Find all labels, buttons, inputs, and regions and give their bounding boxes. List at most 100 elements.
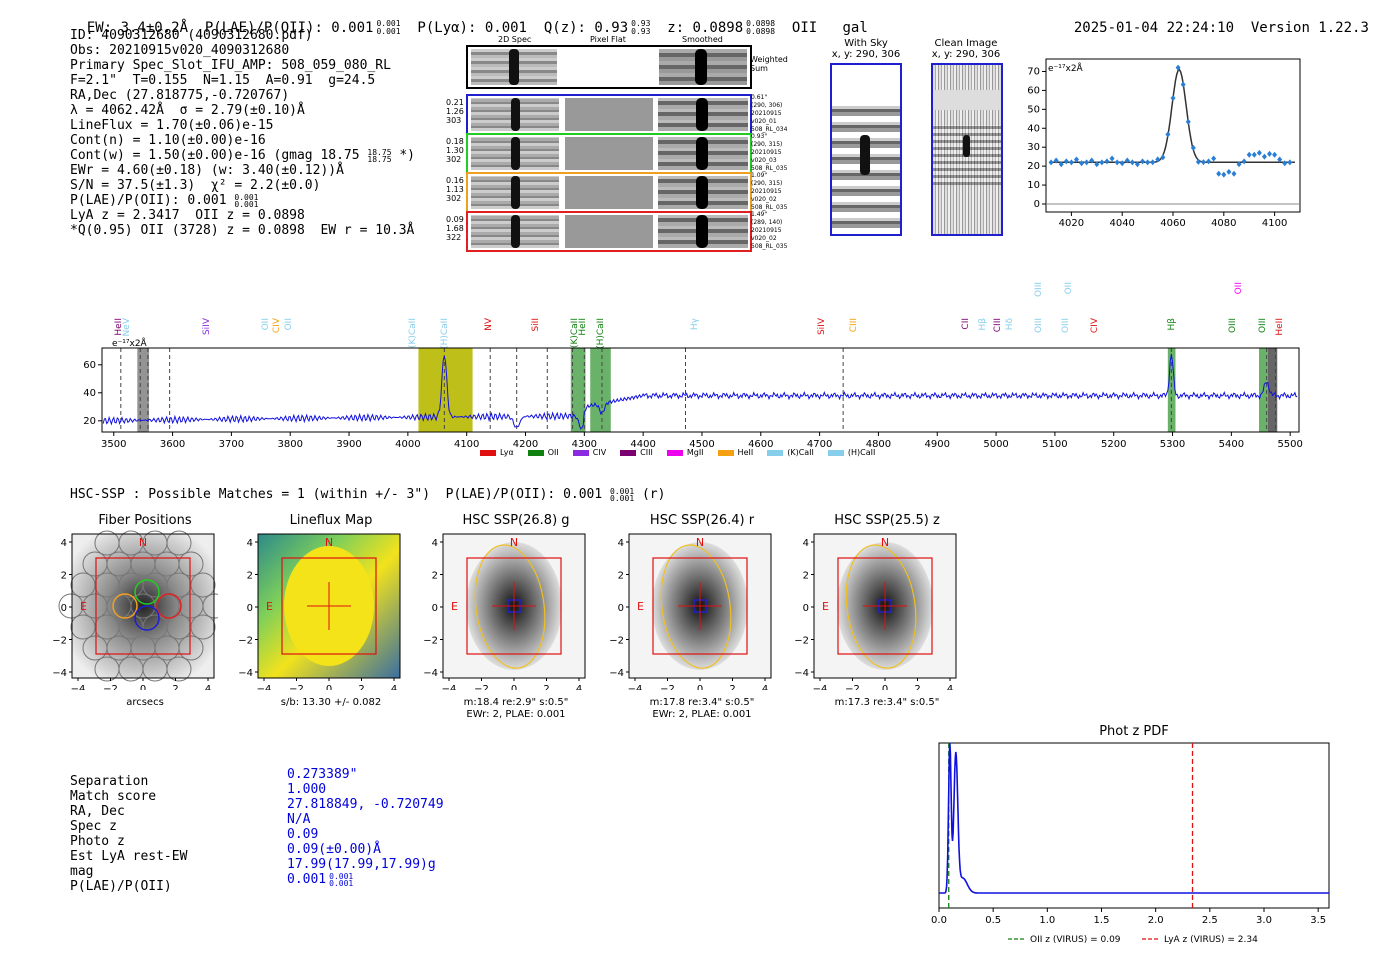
spec2d-row-3-2d-stamp	[471, 215, 559, 248]
zoom-xtick-label: 4100	[1262, 218, 1287, 229]
hsc-title: HSC-SSP : Possible Matches = 1 (within +…	[70, 487, 665, 502]
zoom-data-point	[1221, 171, 1227, 178]
full-xtick-label: 4300	[572, 439, 597, 450]
spec2d-row-0-stat-1: 1.26	[446, 107, 464, 116]
spec2d-row-2-meta-2: 20210915	[751, 188, 782, 195]
info-sn: S/N = 37.5(±1.3) χ² = 2.2(±0.0)	[70, 178, 321, 193]
line-label-27: OII	[1063, 282, 1074, 295]
ytick-label: 2	[432, 571, 438, 582]
legend-item-0: Lyα	[480, 448, 514, 457]
line-label-19: Hδ	[1004, 318, 1015, 331]
spec2d-row-1-meta: 0.93" (290, 315) 20210915 v020_03 508_RL_035	[751, 133, 787, 173]
zoom-line-chart: 4020 4040 4060 4080 4100 0 10 20 30 40 50 60 70 e⁻¹⁷…	[1027, 58, 1301, 229]
full-xtick-label: 4100	[454, 439, 479, 450]
match-value-5: 0.09(±0.00)Å	[287, 842, 381, 857]
spec2d-row-0-smoothed-stamp	[658, 98, 748, 131]
hsc-title-dn: 0.001	[610, 493, 635, 503]
info-plae-up: 0.001	[234, 192, 259, 202]
legend-label: (H)CaII	[847, 448, 876, 457]
full-ytick-label: 40	[83, 388, 96, 399]
info-contw: Cont(w) = 1.50(±0.00)e-16 (gmag 18.75 18…	[70, 148, 415, 163]
withsky-title: With Sky	[844, 38, 888, 49]
ytick-label: 2	[803, 571, 809, 582]
spec2d-row-0-flat-stamp	[565, 98, 653, 131]
spec2d-row-0-stat-2: 303	[446, 116, 462, 125]
spec2d-row-0-2d-stamp	[471, 98, 559, 131]
match-labels: Separation Match score RA, Dec Spec z Photo …	[70, 774, 187, 894]
panel-0-title: Fiber Positions	[98, 513, 192, 528]
photz-xtick-label: 1.0	[1039, 915, 1055, 926]
spec2d-row-2-stat-0: 0.16	[446, 176, 464, 185]
xtick-label: −2	[103, 684, 118, 690]
spec2d-row-0-line	[511, 98, 520, 131]
full-ytick-label: 20	[83, 416, 96, 427]
ytick-label: −4	[52, 668, 67, 679]
xtick-label: 2	[729, 684, 735, 690]
info-contw-end: *)	[399, 148, 415, 163]
photz-chart: 0.0 0.5 1.0 1.5 2.0 2.5 3.0 3.5 OII z (VIRUS) =…	[931, 742, 1330, 945]
legend-swatch	[480, 449, 496, 456]
zoom-chart-axes: 4020 4040 4060 4080 4100 0 10 20 30 40 50 60 70	[1027, 66, 1287, 229]
spec2d-row-2-meta-4: 508_RL_035	[751, 204, 788, 211]
zoom-data-point	[1160, 154, 1166, 161]
xtick-label: −2	[660, 684, 675, 690]
header-version: Version 1.22.3	[1250, 20, 1369, 36]
info-contn: Cont(n) = 1.10(±0.00)e-16	[70, 133, 266, 148]
info-lya: LyA z = 2.3417 OII z = 0.0898	[70, 208, 305, 223]
panel-0-image: N E −4 −2 0 2 4 4 2 0 −2 −4	[52, 530, 218, 690]
info-q: *Q(0.95) OII (3728) z = 0.0898 EW r = 10…	[70, 223, 415, 238]
full-spectrum-legend: Lyα OII CIV CIII MgII HeII (K)CaII (H)CaII	[480, 448, 889, 457]
match-value-row-2: 27.818849, -0.720749	[287, 797, 444, 812]
zoom-data-point	[1287, 159, 1293, 166]
spec2d-row-1	[466, 133, 752, 174]
spec2d-row-0-meta: 0.61" (290, 306) 20210915 v020_01 508_RL_034	[751, 94, 787, 134]
weighted-smoothed-stamp	[659, 49, 747, 85]
legend-label: CIV	[592, 448, 607, 457]
zoom-data-point	[1282, 160, 1288, 167]
spec2d-row-2-smoothed-line	[696, 176, 708, 209]
line-label-5: OII	[284, 318, 295, 331]
ytick-label: 2	[247, 571, 253, 582]
spec2d-row-3-meta-2: 20210915	[751, 227, 782, 234]
spec2d-row-2-stat-1: 1.13	[446, 185, 464, 194]
match-value-row-7: 0.001 0.001 0.001	[287, 872, 444, 887]
zoom-data-point	[1175, 64, 1181, 71]
match-value-7: 0.001	[287, 872, 327, 887]
panel-3-caption2: EWr: 2, PLAE: 0.001	[652, 709, 752, 720]
header-qz-up: 0.93	[631, 19, 651, 28]
hsc-title-end: (r)	[641, 487, 666, 502]
ytick-label: 0	[61, 603, 67, 614]
full-xtick-label: 5000	[983, 439, 1008, 450]
xtick-label: −4	[628, 684, 643, 690]
zoom-data-point	[1256, 149, 1262, 156]
photz-xtick-label: 2.5	[1202, 915, 1218, 926]
ytick-label: 0	[432, 603, 438, 614]
match-label-0: Separation	[70, 774, 149, 789]
detection-info: ID: 4090312680 (4090312680.pdf) Obs: 202…	[70, 28, 415, 238]
full-spectrum-band	[590, 348, 611, 432]
header-gal: gal	[842, 20, 868, 36]
info-contw-up: 18.75	[367, 147, 392, 157]
photz-xtick-label: 1.5	[1094, 915, 1110, 926]
legend-swatch	[767, 449, 784, 456]
legend-item-7: (H)CaII	[827, 448, 876, 457]
fiber-circle	[178, 635, 204, 661]
header-qz-dn: 0.93	[631, 27, 651, 36]
match-plae-up: 0.001	[329, 871, 354, 881]
line-label-28: OIII	[1034, 282, 1045, 298]
zoom-data-point	[1195, 158, 1201, 165]
full-xtick-label: 3600	[160, 439, 185, 450]
header-ew: EW: 3.4±0.2Å	[86, 20, 189, 36]
xtick-label: 4	[576, 684, 582, 690]
full-xtick-label: 4000	[395, 439, 420, 450]
line-label-17: Hβ	[978, 318, 989, 331]
info-lineflux: LineFlux = 1.70(±0.06)e-15	[70, 118, 274, 133]
xtick-label: 2	[914, 684, 920, 690]
xtick-label: −2	[289, 684, 304, 690]
zoom-data-point	[1150, 159, 1156, 166]
ytick-label: −4	[609, 668, 624, 679]
zoom-data-point	[1251, 151, 1257, 158]
aperture-ellipse	[474, 544, 546, 669]
spec2d-row-2-smoothed-stamp	[658, 176, 748, 209]
zoom-data-point	[1185, 118, 1191, 125]
